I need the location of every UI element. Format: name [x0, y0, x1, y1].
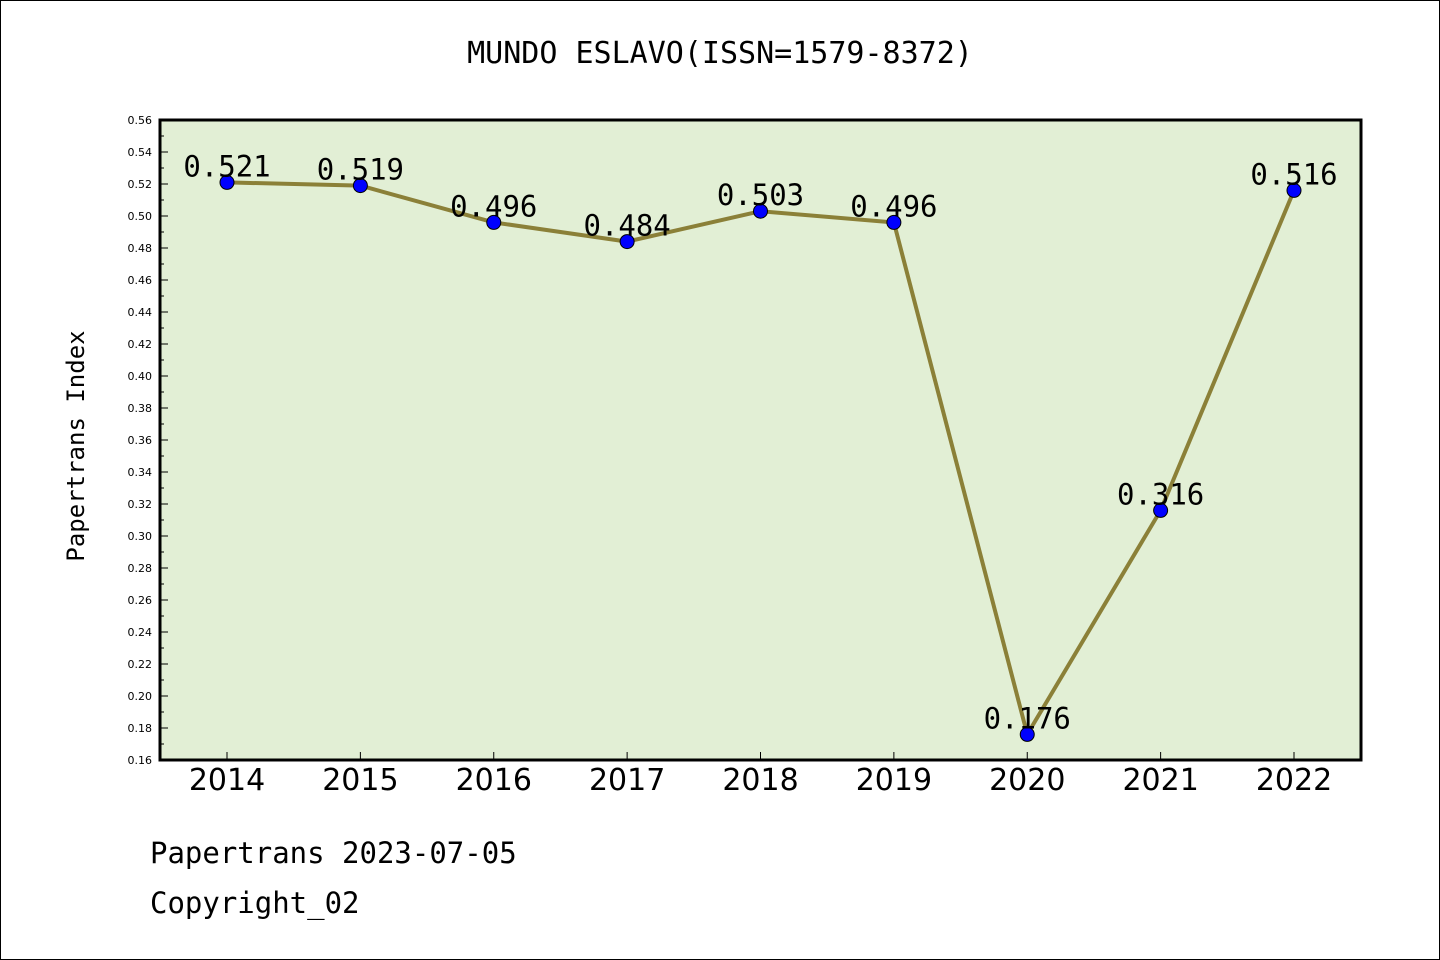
y-tick-label: 0.38 [128, 402, 153, 415]
footer-copyright: Copyright_02 [150, 886, 360, 920]
y-tick-label: 0.22 [128, 658, 153, 671]
data-label: 0.516 [1250, 157, 1337, 191]
data-point [1286, 182, 1302, 198]
data-point [486, 214, 502, 230]
y-tick-label: 0.30 [128, 530, 153, 543]
data-label: 0.484 [583, 209, 670, 243]
y-tick-label: 0.50 [128, 210, 153, 223]
data-point [1153, 502, 1169, 518]
y-tick-label: 0.24 [128, 626, 153, 639]
data-label: 0.521 [183, 149, 270, 183]
y-tick-label: 0.36 [128, 434, 153, 447]
plot-area [160, 120, 1361, 760]
y-tick-label: 0.44 [128, 306, 153, 319]
x-tick-label: 2019 [856, 763, 932, 798]
y-axis-title: Papertrans Index [62, 330, 90, 561]
y-tick-label: 0.34 [128, 466, 153, 479]
data-point [619, 234, 635, 250]
series-markers [219, 174, 1302, 742]
x-tick-label: 2018 [722, 763, 798, 798]
data-point [753, 203, 768, 219]
y-axis: 0.16 0.18 0.20 0.22 0.24 0.26 0.28 0.30 0.32 0.34… [128, 114, 168, 767]
chart-title: MUNDO ESLAVO(ISSN=1579-8372) [467, 36, 973, 71]
x-tick-label: 2017 [589, 763, 665, 798]
y-tick-label: 0.40 [128, 370, 153, 383]
x-tick-label: 2014 [189, 763, 265, 798]
data-point [352, 178, 368, 194]
plot-border [158, 118, 1363, 762]
data-point [886, 214, 902, 230]
x-axis: 2014 2015 2016 2017 2018 2019 2020 2021 2022 [189, 752, 1332, 798]
y-tick-label: 0.16 [128, 754, 153, 767]
data-point [219, 174, 235, 190]
footer-date: Papertrans 2023-07-05 [150, 836, 517, 870]
data-label: 0.519 [317, 153, 404, 187]
data-label: 0.176 [984, 701, 1071, 735]
data-point [1019, 726, 1035, 742]
y-tick-label: 0.32 [128, 498, 153, 511]
y-tick-label: 0.46 [128, 274, 153, 287]
y-tick-label: 0.18 [128, 722, 153, 735]
y-tick-label: 0.52 [128, 178, 153, 191]
data-labels: 0.521 0.519 0.496 0.484 0.503 0.496 0.176 0.316… [183, 149, 1337, 735]
x-tick-label: 2015 [322, 763, 398, 798]
data-label: 0.496 [450, 189, 537, 223]
x-tick-label: 2016 [456, 763, 532, 798]
x-tick-label: 2021 [1122, 763, 1198, 798]
x-tick-label: 2020 [989, 763, 1065, 798]
x-tick-label: 2022 [1256, 763, 1332, 798]
y-tick-label: 0.56 [128, 114, 153, 127]
data-label: 0.496 [850, 189, 937, 223]
y-tick-label: 0.54 [128, 146, 153, 159]
data-label: 0.316 [1117, 477, 1204, 511]
y-tick-label: 0.42 [128, 338, 153, 351]
data-label: 0.503 [717, 178, 804, 212]
y-tick-label: 0.28 [128, 562, 153, 575]
y-tick-label: 0.48 [128, 242, 153, 255]
y-tick-label: 0.20 [128, 690, 153, 703]
y-tick-label: 0.26 [128, 594, 153, 607]
